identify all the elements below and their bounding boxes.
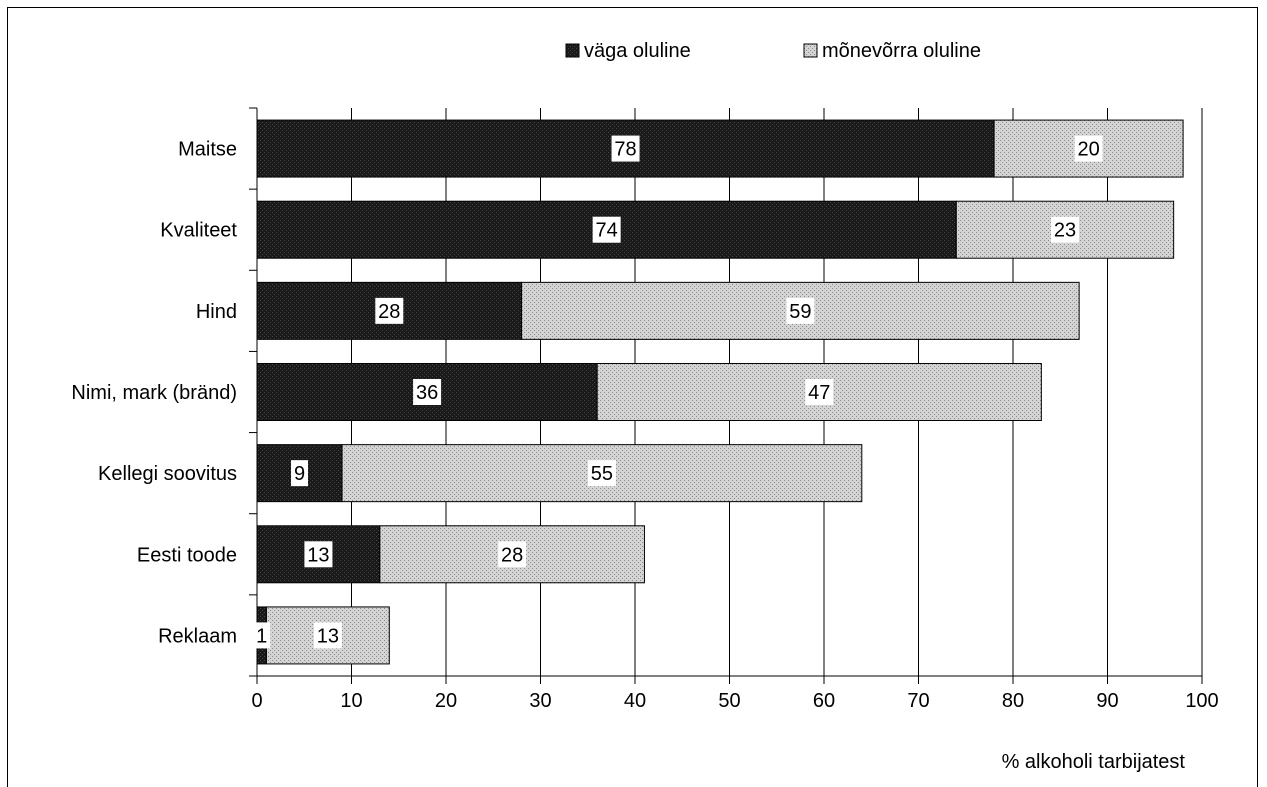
x-tick-label-10: 10 [340, 690, 362, 712]
data-label-box-nimi-mark-brand-monevorra-oluline [805, 379, 834, 405]
category-label-eesti-toode: Eesti toode [137, 544, 237, 566]
category-label-reklaam: Reklaam [158, 625, 237, 647]
data-label-eesti-toode-monevorra-oluline: 28 [501, 544, 523, 566]
x-tick-label-20: 20 [435, 690, 457, 712]
data-label-kvaliteet-vaga-oluline: 74 [596, 220, 618, 242]
labels: 0 10 20 30 40 50 60 70 80 90 100 78 20 Maitse 74 23 Kval… [71, 135, 1219, 773]
legend-swatch-vaga-oluline [565, 43, 580, 58]
x-tick-label-100: 100 [1185, 690, 1218, 712]
category-label-kellegi-soovitus: Kellegi soovitus [98, 463, 237, 485]
data-label-box-kvaliteet-monevorra-oluline [1050, 216, 1079, 243]
x-tick-label-90: 90 [1096, 690, 1118, 712]
data-label-box-reklaam-vaga-oluline [253, 622, 271, 649]
x-tick-label-0: 0 [251, 690, 262, 712]
data-label-reklaam-monevorra-oluline: 13 [317, 625, 339, 647]
data-label-box-kvaliteet-vaga-oluline [592, 216, 621, 243]
legend-swatch-monevorra-oluline [803, 43, 818, 58]
data-label-box-hind-monevorra-oluline [786, 297, 815, 324]
data-label-box-eesti-toode-monevorra-oluline [498, 541, 527, 568]
data-label-box-nimi-mark-brand-vaga-oluline [413, 379, 442, 405]
data-label-box-hind-vaga-oluline [375, 297, 404, 324]
x-tick-label-50: 50 [718, 690, 740, 712]
legend-label-vaga-oluline: väga oluline [584, 40, 691, 62]
legend: väga oluline mõnevõrra oluline [565, 40, 981, 62]
data-label-box-maitse-vaga-oluline [611, 135, 640, 162]
data-label-box-eesti-toode-vaga-oluline [304, 541, 333, 568]
data-label-maitse-monevorra-oluline: 20 [1077, 139, 1099, 161]
x-tick-label-40: 40 [624, 690, 646, 712]
bars [256, 119, 1184, 665]
data-label-box-kellegi-soovitus-monevorra-oluline [587, 460, 616, 487]
legend-label-monevorra-oluline: mõnevõrra oluline [822, 40, 981, 62]
x-tick-label-70: 70 [907, 690, 929, 712]
data-label-box-reklaam-monevorra-oluline [313, 622, 342, 649]
data-label-reklaam-vaga-oluline: 1 [256, 625, 267, 647]
category-label-maitse: Maitse [178, 139, 237, 161]
data-label-nimi-mark-brand-monevorra-oluline: 47 [808, 382, 830, 404]
data-label-kellegi-soovitus-monevorra-oluline: 55 [591, 463, 613, 485]
x-tick-label-60: 60 [813, 690, 835, 712]
axes [249, 107, 1203, 684]
data-label-hind-vaga-oluline: 28 [378, 301, 400, 323]
data-label-maitse-vaga-oluline: 78 [614, 139, 636, 161]
x-tick-label-80: 80 [1002, 690, 1024, 712]
data-label-hind-monevorra-oluline: 59 [789, 301, 811, 323]
x-axis-label: % alkoholi tarbijatest [1002, 751, 1186, 773]
data-label-kellegi-soovitus-vaga-oluline: 9 [294, 463, 305, 485]
data-label-box-maitse-monevorra-oluline [1074, 135, 1103, 162]
data-label-nimi-mark-brand-vaga-oluline: 36 [416, 382, 438, 404]
x-tick-label-30: 30 [529, 690, 551, 712]
data-label-kvaliteet-monevorra-oluline: 23 [1054, 220, 1076, 242]
category-label-nimi-mark-brand: Nimi, mark (bränd) [71, 382, 237, 404]
data-label-eesti-toode-vaga-oluline: 13 [307, 544, 329, 566]
category-label-kvaliteet: Kvaliteet [160, 220, 237, 242]
data-label-box-kellegi-soovitus-vaga-oluline [291, 460, 309, 487]
category-label-hind: Hind [196, 301, 237, 323]
